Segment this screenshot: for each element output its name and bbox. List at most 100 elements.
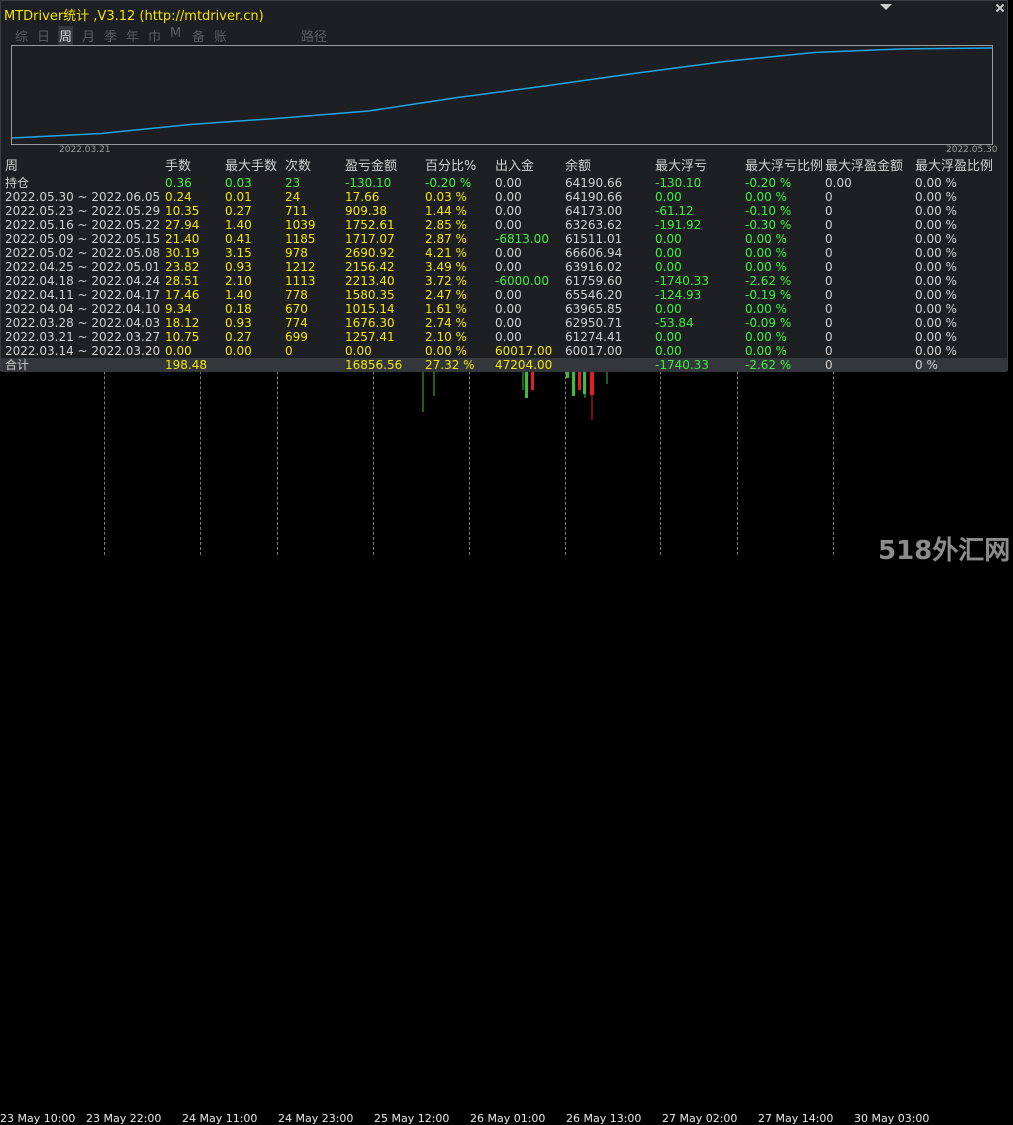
table-cell: 0.00 — [655, 260, 682, 274]
time-axis-label: 30 May 03:00 — [854, 1112, 930, 1125]
table-cell: -6813.00 — [495, 232, 549, 246]
time-axis-label: 27 May 14:00 — [758, 1112, 834, 1125]
table-cell: 2022.05.09 ~ 2022.05.15 — [5, 232, 161, 246]
column-header: 最大浮亏比例 — [745, 159, 824, 174]
table-cell: 30.19 — [165, 246, 200, 260]
equity-line — [12, 47, 992, 139]
table-cell: -0.20 % — [745, 176, 792, 190]
table-row[interactable]: 2022.05.09 ~ 2022.05.15 21.40 0.41 1185 1717… — [1, 232, 1007, 246]
table-cell: 0.00 % — [915, 288, 957, 302]
table-cell: -1740.33 — [655, 274, 709, 288]
table-cell: 0.00 % — [745, 190, 787, 204]
table-row[interactable]: 2022.04.04 ~ 2022.04.10 9.34 0.18 670 1015.1… — [1, 302, 1007, 316]
table-cell: 2690.92 — [345, 246, 395, 260]
table-cell: 1580.35 — [345, 288, 395, 302]
table-cell: 0 — [825, 330, 833, 344]
table-cell: 0.03 % — [425, 190, 467, 204]
table-cell: 0.00 % — [915, 204, 957, 218]
table-cell: 0 % — [915, 358, 938, 372]
table-cell: 0 — [825, 302, 833, 316]
table-cell: 0.00 — [165, 344, 192, 358]
table-cell: 1752.61 — [345, 218, 395, 232]
table-cell: 62950.71 — [565, 316, 623, 330]
table-cell: 0.00 % — [915, 330, 957, 344]
tab-week[interactable]: 周 — [58, 26, 74, 45]
table-cell: 0.41 — [225, 232, 252, 246]
tab-quarter[interactable]: 季 — [104, 30, 118, 45]
tab-magic[interactable]: M — [170, 26, 182, 41]
table-cell: 0.00 % — [745, 246, 787, 260]
table-cell: 0.00 — [495, 204, 522, 218]
table-cell: -0.20 % — [425, 176, 472, 190]
table-cell: 0 — [825, 260, 833, 274]
table-cell: 0.00 — [495, 176, 522, 190]
table-cell: 0.24 — [165, 190, 192, 204]
table-cell: 27.32 % — [425, 358, 475, 372]
close-icon[interactable] — [996, 4, 1004, 12]
table-cell: 0.00 — [655, 246, 682, 260]
table-cell: 1015.14 — [345, 302, 395, 316]
tab-month[interactable]: 月 — [82, 30, 96, 45]
tab-symbol[interactable]: 巾 — [148, 30, 162, 45]
table-row[interactable]: 2022.03.28 ~ 2022.04.03 18.12 0.93 774 1676.… — [1, 316, 1007, 330]
table-cell: 64190.66 — [565, 176, 623, 190]
tab-path[interactable]: 路径 — [301, 30, 328, 45]
table-cell: 0 — [825, 204, 833, 218]
table-cell: 0.18 — [225, 302, 252, 316]
table-row[interactable]: 2022.05.02 ~ 2022.05.08 30.19 3.15 978 2690.… — [1, 246, 1007, 260]
tab-summary[interactable]: 综 — [15, 30, 29, 45]
table-row[interactable]: 2022.03.21 ~ 2022.03.27 10.75 0.27 699 1257.… — [1, 330, 1007, 344]
table-cell: -0.10 % — [745, 204, 792, 218]
table-cell: 1.40 — [225, 218, 252, 232]
table-total-row[interactable]: 合计 198.48 16856.56 27.32 % 47204.00 -1740.33 -… — [1, 358, 1007, 372]
table-row[interactable]: 持仓 0.36 0.03 23 -130.10 -0.20 % 0.00 64190.66 -1… — [1, 176, 1007, 190]
table-cell: 64173.00 — [565, 204, 623, 218]
panel-title: MTDriver统计 ,V3.12 (http://mtdriver.cn) — [4, 9, 264, 24]
tab-year[interactable]: 年 — [126, 30, 140, 45]
table-cell: 2022.03.21 ~ 2022.03.27 — [5, 330, 161, 344]
table-cell: -124.93 — [655, 288, 702, 302]
table-cell: 0.00 — [655, 190, 682, 204]
table-cell: 16856.56 — [345, 358, 403, 372]
table-cell: 3.49 % — [425, 260, 467, 274]
table-cell: 0 — [825, 218, 833, 232]
table-cell: 0.00 % — [915, 218, 957, 232]
table-cell: -1740.33 — [655, 358, 709, 372]
table-cell: 0.00 % — [915, 302, 957, 316]
time-axis-label: 27 May 02:00 — [662, 1112, 738, 1125]
table-row[interactable]: 2022.04.25 ~ 2022.05.01 23.82 0.93 1212 2156… — [1, 260, 1007, 274]
table-cell: 909.38 — [345, 204, 387, 218]
table-cell: 2022.04.11 ~ 2022.04.17 — [5, 288, 161, 302]
table-row[interactable]: 2022.05.16 ~ 2022.05.22 27.94 1.40 1039 1752… — [1, 218, 1007, 232]
table-cell: 61759.60 — [565, 274, 623, 288]
table-row[interactable]: 2022.03.14 ~ 2022.03.20 0.00 0.00 0 0.00 0.00… — [1, 344, 1007, 358]
table-row[interactable]: 2022.04.11 ~ 2022.04.17 17.46 1.40 778 1580.… — [1, 288, 1007, 302]
table-cell: 2.10 % — [425, 330, 467, 344]
column-header: 最大浮亏 — [655, 159, 708, 174]
table-cell: 0.00 % — [915, 232, 957, 246]
table-row[interactable]: 2022.05.30 ~ 2022.06.05 0.24 0.01 24 17.66 0.… — [1, 190, 1007, 204]
table-cell: 0.00 — [655, 302, 682, 316]
table-row[interactable]: 2022.05.23 ~ 2022.05.29 10.35 0.27 711 909.3… — [1, 204, 1007, 218]
table-cell: 0.00 — [225, 344, 252, 358]
tab-comment[interactable]: 备 — [192, 30, 206, 45]
table-cell: 2.87 % — [425, 232, 467, 246]
table-cell: 23 — [285, 176, 301, 190]
table-cell: 17.46 — [165, 288, 200, 302]
table-cell: 0.00 — [655, 232, 682, 246]
table-cell: 1717.07 — [345, 232, 395, 246]
column-header: 最大浮盈金额 — [825, 159, 904, 174]
table-cell: -6000.00 — [495, 274, 549, 288]
table-cell: 2022.04.25 ~ 2022.05.01 — [5, 260, 161, 274]
table-row[interactable]: 2022.04.18 ~ 2022.04.24 28.51 2.10 1113 2213… — [1, 274, 1007, 288]
table-cell: 18.12 — [165, 316, 200, 330]
dropdown-triangle-icon[interactable] — [880, 4, 892, 10]
table-cell: 2022.03.14 ~ 2022.03.20 — [5, 344, 161, 358]
time-axis-label: 26 May 13:00 — [566, 1112, 642, 1125]
time-axis-label: 25 May 12:00 — [374, 1112, 450, 1125]
table-cell: 2022.05.23 ~ 2022.05.29 — [5, 204, 161, 218]
table-cell: 1.61 % — [425, 302, 467, 316]
table-cell: 0.00 — [495, 316, 522, 330]
tab-day[interactable]: 日 — [37, 30, 51, 45]
table-cell: -191.92 — [655, 218, 702, 232]
